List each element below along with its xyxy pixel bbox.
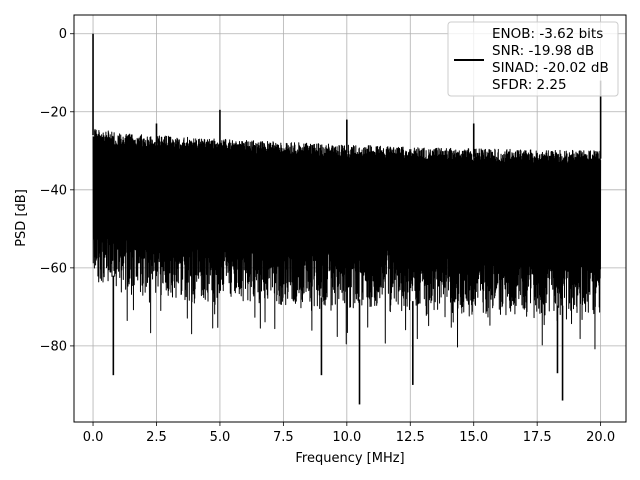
y-tick-label: 0: [59, 27, 67, 42]
x-tick-label: 17.5: [523, 430, 552, 445]
psd-series-line: [92, 33, 602, 405]
y-axis-ticks: 0 −20 −40 −60 −80: [40, 27, 74, 354]
legend-box: [447, 21, 619, 97]
x-tick-label: 12.5: [396, 430, 425, 445]
x-tick-label: 5.0: [210, 430, 231, 445]
axes-frame: [73, 14, 627, 423]
x-tick-label: 0.0: [83, 430, 104, 445]
y-tick-label: −60: [40, 261, 67, 276]
x-tick-label: 20.0: [586, 430, 615, 445]
legend-enob: ENOB: -3.62 bits: [492, 26, 603, 42]
x-tick-label: 2.5: [146, 430, 167, 445]
x-tick-label: 7.5: [273, 430, 294, 445]
y-axis-label: PSD [dB]: [14, 189, 29, 247]
legend-sinad: SINAD: -20.02 dB: [492, 60, 609, 76]
legend-sfdr: SFDR: 2.25: [492, 77, 567, 93]
x-axis-ticks: 0.0 2.5 5.0 7.5 10.0 12.5 15.0 17.5 20.0: [83, 422, 615, 445]
x-tick-label: 15.0: [459, 430, 488, 445]
legend-snr: SNR: -19.98 dB: [492, 43, 594, 59]
y-tick-label: −80: [40, 339, 67, 354]
y-tick-label: −40: [40, 183, 67, 198]
y-tick-label: −20: [40, 105, 67, 120]
x-tick-label: 10.0: [332, 430, 361, 445]
legend: ENOB: -3.62 bits SNR: -19.98 dB SINAD: -…: [447, 21, 619, 97]
x-axis-label: Frequency [MHz]: [295, 451, 404, 466]
